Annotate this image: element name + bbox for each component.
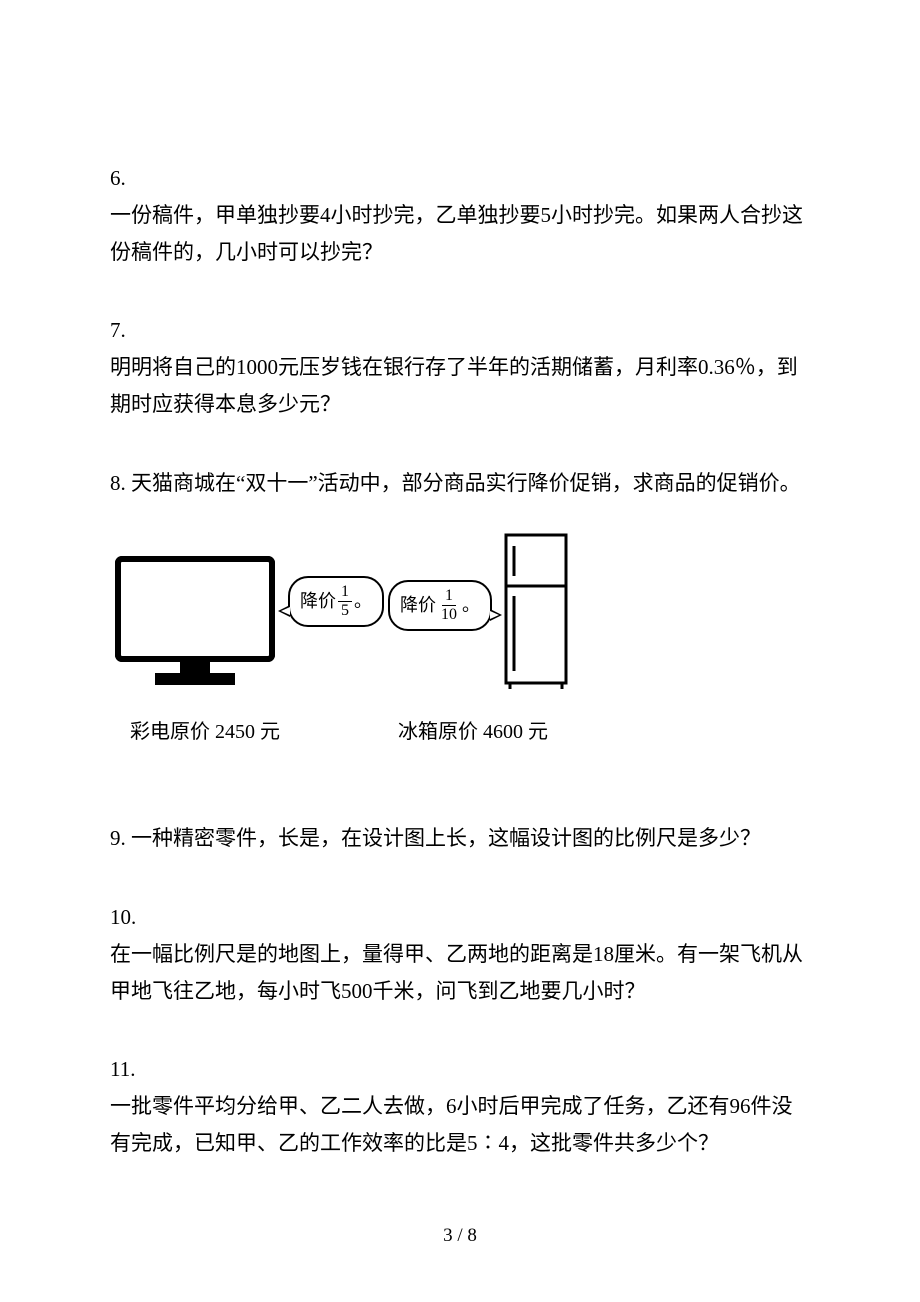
q9-text: 9. 一种精密零件，长是，在设计图上长，这幅设计图的比例尺是多少？ [110, 820, 810, 857]
question-7: 7. 明明将自己的1000元压岁钱在银行存了半年的活期储蓄，月利率0.36％，到… [110, 312, 810, 422]
bubble1-prefix: 降价 [300, 586, 336, 618]
fridge-icon [498, 531, 578, 691]
bubble-fridge: 降价 1 10 。 [388, 580, 492, 631]
frac-num: 1 [442, 588, 456, 606]
frac-num: 1 [338, 584, 352, 602]
bubble2-prefix: 降价 [400, 590, 436, 622]
q10-number: 10. [110, 899, 810, 936]
frac-den: 10 [438, 606, 460, 623]
q8-text: 8. 天猫商城在“双十一”活动中，部分商品实行降价促销，求商品的促销价。 [110, 465, 810, 502]
bubble-tail-icon [278, 605, 290, 617]
frac-den: 5 [338, 602, 352, 619]
page-footer: 3 / 8 [0, 1225, 920, 1247]
fraction-1-5: 1 5 [338, 584, 352, 619]
bubble2-suffix: 。 [462, 590, 480, 622]
question-6: 6. 一份稿件，甲单独抄要4小时抄完，乙单独抄要5小时抄完。如果两人合抄这份稿件… [110, 160, 810, 270]
q7-text: 明明将自己的1000元压岁钱在银行存了半年的活期储蓄，月利率0.36％，到期时应… [110, 349, 810, 423]
bubble-tv: 降价 1 5 。 [288, 576, 384, 627]
question-10: 10. 在一幅比例尺是的地图上，量得甲、乙两地的距离是18厘米。有一架飞机从甲地… [110, 899, 810, 1009]
question-9: 9. 一种精密零件，长是，在设计图上长，这幅设计图的比例尺是多少？ [110, 820, 810, 857]
tv-group: 降价 1 5 。 [110, 551, 384, 691]
q6-number: 6. [110, 160, 810, 197]
q6-text: 一份稿件，甲单独抄要4小时抄完，乙单独抄要5小时抄完。如果两人合抄这份稿件的，几… [110, 197, 810, 271]
q7-number: 7. [110, 312, 810, 349]
q11-text: 一批零件平均分给甲、乙二人去做，6小时后甲完成了任务，乙还有96件没有完成，已知… [110, 1088, 810, 1162]
q8-captions: 彩电原价 2450 元 冰箱原价 4600 元 [110, 715, 810, 750]
fraction-1-10: 1 10 [438, 588, 460, 623]
q8-figure: 降价 1 5 。 降价 1 10 。 [110, 531, 810, 691]
tv-icon [110, 551, 280, 691]
caption-fridge: 冰箱原价 4600 元 [398, 715, 548, 750]
question-8: 8. 天猫商城在“双十一”活动中，部分商品实行降价促销，求商品的促销价。 降价 … [110, 465, 810, 751]
q11-number: 11. [110, 1051, 810, 1088]
question-11: 11. 一批零件平均分给甲、乙二人去做，6小时后甲完成了任务，乙还有96件没有完… [110, 1051, 810, 1161]
bubble1-suffix: 。 [354, 586, 372, 618]
caption-tv: 彩电原价 2450 元 [130, 715, 280, 750]
q10-text: 在一幅比例尺是的地图上，量得甲、乙两地的距离是18厘米。有一架飞机从甲地飞往乙地… [110, 936, 810, 1010]
bubble-tail-icon [490, 609, 502, 621]
